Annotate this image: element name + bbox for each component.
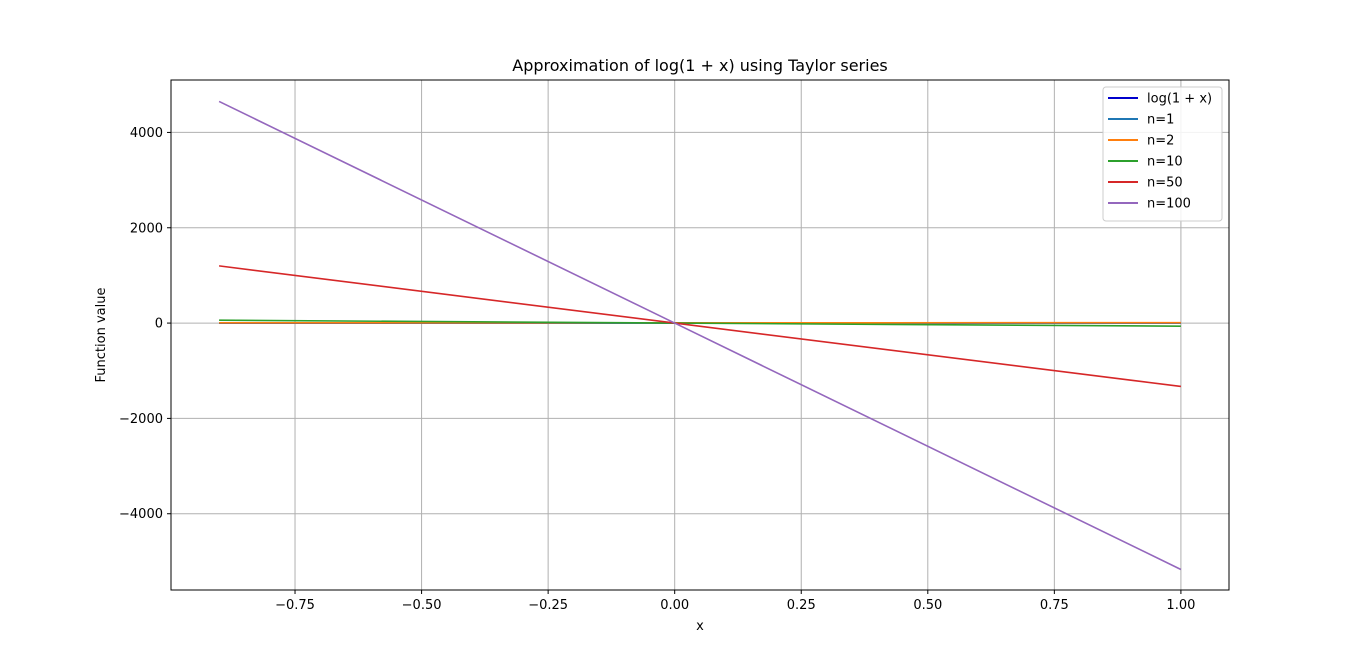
x-axis-label: x bbox=[696, 619, 704, 634]
legend-label: n=2 bbox=[1147, 134, 1174, 149]
y-tick-label: −2000 bbox=[119, 412, 163, 427]
chart-title: Approximation of log(1 + x) using Taylor… bbox=[512, 56, 888, 75]
y-tick-label: 2000 bbox=[130, 221, 163, 236]
y-tick-label: 4000 bbox=[130, 126, 163, 141]
legend-label: n=50 bbox=[1147, 176, 1183, 191]
series-line bbox=[218, 100, 1182, 571]
x-axis: −0.75 −0.50 −0.25 0.00 0.25 0.50 0.75 1.00 bbox=[275, 590, 1195, 613]
legend-label: n=100 bbox=[1147, 197, 1191, 212]
x-tick-label: 0.50 bbox=[913, 598, 942, 613]
x-tick-label: −0.50 bbox=[402, 598, 442, 613]
y-tick-label: −4000 bbox=[119, 507, 163, 522]
x-tick-label: −0.75 bbox=[275, 598, 315, 613]
x-tick-label: 1.00 bbox=[1166, 598, 1195, 613]
plot-frame bbox=[170, 79, 1230, 591]
legend-label: n=10 bbox=[1147, 155, 1183, 170]
legend-label: n=1 bbox=[1147, 113, 1174, 128]
x-tick-label: −0.25 bbox=[528, 598, 568, 613]
y-tick-label: 0 bbox=[155, 317, 163, 332]
series-layer bbox=[218, 100, 1182, 571]
x-tick-label: 0.75 bbox=[1040, 598, 1069, 613]
x-tick-label: 0.00 bbox=[660, 598, 689, 613]
legend: log(1 + x) n=1 n=2 n=10 n=50 n=100 bbox=[1102, 86, 1223, 222]
y-axis: −4000 −2000 0 2000 4000 bbox=[119, 126, 171, 522]
legend-label: log(1 + x) bbox=[1147, 92, 1212, 107]
y-axis-label: Function value bbox=[94, 288, 109, 383]
x-tick-label: 0.25 bbox=[787, 598, 816, 613]
legend-box bbox=[1102, 86, 1223, 222]
